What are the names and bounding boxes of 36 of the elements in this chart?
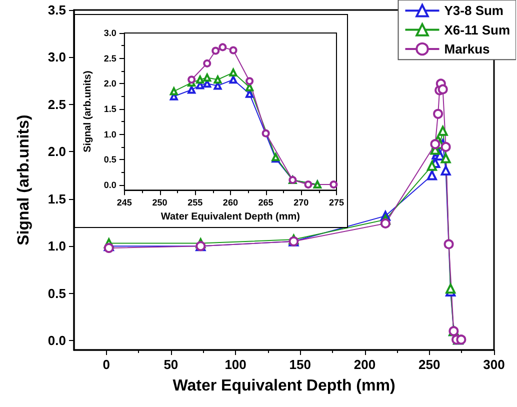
x-tick-label: 100 [224,357,246,372]
y-tick-label: 0.0 [48,333,66,348]
legend-label: Y3-8 Sum [444,3,504,18]
x-axis-title: Water Equivalent Depth (mm) [160,212,300,222]
x-tick-label: 255 [188,198,203,208]
x-axis-title: Water Equivalent Depth (mm) [172,378,396,394]
x-tick-label: 270 [294,198,309,208]
legend-label: X6-11 Sum [444,22,510,38]
y-axis-title: Signal (arb.units) [82,70,94,152]
x-tick-label: 265 [258,198,274,208]
y-tick-label: 1.5 [48,191,66,206]
y-tick-label: 3.0 [104,28,116,38]
x-tick-label: 250 [152,198,168,208]
x-tick-label: 275 [328,198,344,208]
x-tick-label: 50 [164,357,178,372]
y-tick-label: 0.5 [104,154,116,165]
y-tick-label: 3.5 [48,2,66,18]
x-tick-label: 0 [102,357,110,372]
y-tick-label: 1.5 [104,104,116,114]
x-tick-label: 250 [418,357,440,372]
legend-label: Markus [444,42,490,56]
y-axis-title: Signal (arb.units) [16,114,32,246]
y-tick-label: 0.5 [48,286,66,301]
x-tick-label: 245 [116,198,132,208]
x-tick-label: 150 [289,357,312,372]
y-tick-label: 2.0 [104,78,116,89]
x-tick-label: 260 [222,198,238,208]
y-tick-label: 2.5 [48,96,66,112]
y-tick-label: 3.0 [48,50,66,65]
y-tick-label: 2.5 [104,53,116,64]
y-tick-label: 1.0 [104,129,116,140]
x-tick-label: 200 [354,357,376,372]
x-tick-label: 300 [483,357,505,372]
y-tick-label: 0.0 [104,180,116,190]
y-tick-label: 1.0 [48,238,66,254]
y-tick-label: 2.0 [48,144,66,160]
